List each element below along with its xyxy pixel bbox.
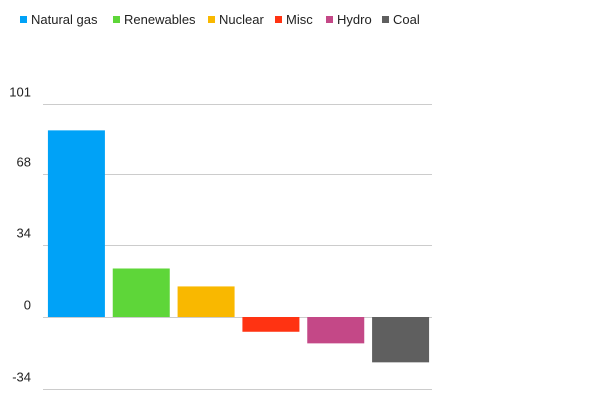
y-axis-ticks: 101 68 34 0 -34 bbox=[9, 85, 31, 385]
bar-nuclear bbox=[177, 286, 235, 317]
bar-hydro bbox=[307, 317, 365, 344]
bar-coal bbox=[372, 317, 430, 363]
y-tick-label: 68 bbox=[17, 155, 31, 170]
legend-swatch bbox=[113, 16, 120, 23]
chart-gridlines bbox=[43, 104, 432, 390]
y-tick-label: -34 bbox=[12, 370, 31, 385]
y-tick-label: 34 bbox=[17, 226, 31, 241]
legend-label: Renewables bbox=[124, 12, 196, 27]
legend-swatch bbox=[208, 16, 215, 23]
legend-label: Misc bbox=[286, 12, 313, 27]
chart-legend: Natural gas Renewables Nuclear Misc Hydro Coa… bbox=[20, 12, 420, 27]
legend-swatch bbox=[275, 16, 282, 23]
legend-item: Nuclear bbox=[208, 12, 264, 27]
legend-label: Coal bbox=[393, 12, 420, 27]
bar-natural-gas bbox=[47, 130, 105, 317]
chart-bars bbox=[47, 130, 430, 363]
legend-item: Coal bbox=[382, 12, 420, 27]
legend-label: Natural gas bbox=[31, 12, 98, 27]
legend-swatch bbox=[20, 16, 27, 23]
y-tick-label: 101 bbox=[9, 85, 31, 100]
legend-item: Hydro bbox=[326, 12, 372, 27]
legend-item: Natural gas bbox=[20, 12, 98, 27]
legend-label: Nuclear bbox=[219, 12, 264, 27]
bar-misc bbox=[242, 317, 300, 332]
bar-renewables bbox=[112, 268, 170, 317]
legend-swatch bbox=[326, 16, 333, 23]
legend-item: Misc bbox=[275, 12, 313, 27]
legend-swatch bbox=[382, 16, 389, 23]
legend-item: Renewables bbox=[113, 12, 196, 27]
y-tick-label: 0 bbox=[24, 298, 31, 313]
legend-label: Hydro bbox=[337, 12, 372, 27]
